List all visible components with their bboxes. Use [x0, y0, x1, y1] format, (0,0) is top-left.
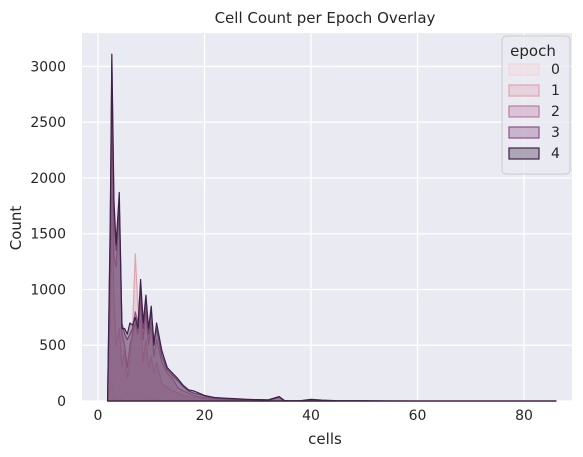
legend-label-epoch-2: 2	[551, 104, 560, 120]
x-axis-ticks: 0 20 40 60 80	[94, 408, 533, 424]
x-tick-label: 0	[94, 408, 103, 424]
legend-swatch-epoch-3	[508, 126, 540, 139]
legend-swatch-epoch-0	[508, 63, 540, 76]
legend-label-epoch-3: 3	[551, 125, 560, 141]
y-tick-label: 500	[39, 338, 66, 354]
series-area-epoch-4	[106, 53, 557, 402]
x-tick-label: 40	[302, 408, 320, 424]
y-axis-label: Count	[7, 206, 25, 251]
y-tick-label: 3000	[30, 59, 66, 75]
y-tick-label: 1500	[30, 227, 66, 243]
legend-label-epoch-4: 4	[551, 146, 560, 162]
series-areas	[106, 53, 557, 402]
y-tick-label: 0	[57, 394, 66, 410]
y-tick-label: 2500	[30, 115, 66, 131]
y-tick-label: 2000	[30, 171, 66, 187]
grid-lines	[82, 33, 572, 402]
legend-swatch-epoch-4	[508, 147, 540, 160]
x-axis-label: cells	[308, 430, 342, 448]
legend-label-epoch-0: 0	[551, 62, 560, 78]
y-tick-label: 1000	[30, 282, 66, 298]
legend-swatch-epoch-2	[508, 105, 540, 118]
chart-title: Cell Count per Epoch Overlay	[215, 9, 436, 27]
legend: epoch 0 1 2 3 4	[501, 35, 571, 175]
y-axis-ticks: 0 500 1000 1500 2000 2500 3000	[30, 59, 66, 410]
x-tick-label: 60	[409, 408, 427, 424]
legend-title: epoch	[510, 42, 556, 60]
x-tick-label: 20	[196, 408, 214, 424]
legend-items: 0 1 2 3 4	[508, 62, 560, 162]
plot-area	[82, 33, 572, 401]
x-tick-label: 80	[515, 408, 533, 424]
legend-label-epoch-1: 1	[551, 83, 560, 99]
legend-box	[501, 35, 571, 175]
legend-swatch-epoch-1	[508, 84, 540, 97]
